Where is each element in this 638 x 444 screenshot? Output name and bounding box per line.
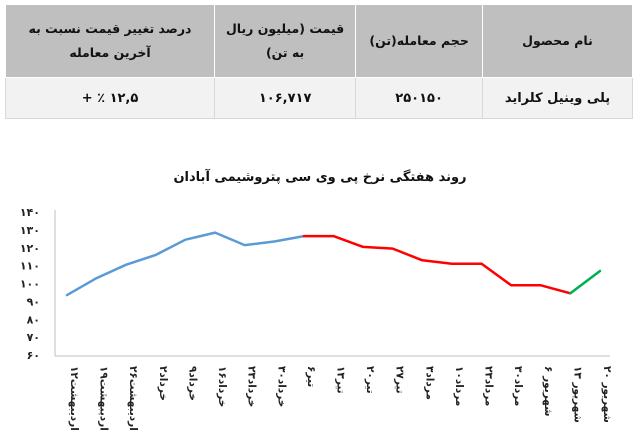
x-tick-label: ۲۰تیر [364,366,376,394]
cell-volume: ۲۵۰۱۵۰ [355,77,484,119]
header-volume: حجم معامله(تن) [355,4,484,78]
series-line-segment-1 [302,234,572,295]
x-tick-label: ۱۲اردیبهشت [68,366,80,431]
header-product: نام محصول [482,4,633,78]
x-tick-label: ۹خرداد [186,366,198,401]
x-tick-label: ۲۳خرداد [246,366,258,407]
x-tick-label: ۳۰خرداد [275,366,287,407]
x-tick-label: ۱۹اردیبهشت [98,366,110,431]
header-change: درصد تغییر قیمت نسبت به آخرین معامله [5,4,215,78]
x-tick-label: ۳مرداد [423,366,435,400]
x-tick-label: ۲۶اردیبهشت [127,366,139,431]
y-tick-label: ۱۳۰ [20,224,40,237]
x-tick-label: ۱۳تیر [335,366,347,394]
x-tick-label: ۲۳مرداد [483,366,495,406]
x-tick-label: ۶ شهریور [542,366,554,416]
price-table: نام محصول حجم معامله(تن) قیمت (میلیون ری… [5,4,633,119]
cell-product: پلی وینیل کلراید [482,77,633,119]
table-header-row: نام محصول حجم معامله(تن) قیمت (میلیون ری… [5,4,633,78]
x-tick-label: ۲۷تیر [394,366,406,394]
y-tick-label: ۱۱۰ [20,260,40,273]
x-tick-label: ۳۰مرداد [512,366,524,406]
x-tick-label: ۶تیر [305,366,317,387]
y-tick-label: ۸۰ [27,313,40,326]
y-tick-label: ۱۰۰ [20,278,40,291]
y-tick-label: ۹۰ [27,295,40,308]
y-tick-label: ۶۰ [27,349,40,362]
cell-price: ۱۰۶,۷۱۷ [213,77,357,119]
series-line-segment-2 [569,269,602,295]
x-tick-label: ۱۰مرداد [453,366,465,406]
x-tick-label: ۲خرداد [157,366,169,401]
cell-change: + ٪ ۱۲,۵ [5,77,215,119]
chart-title: روند هفتگی نرخ پی وی سی پتروشیمی آبادان [173,170,467,185]
table-row: پلی وینیل کلراید ۲۵۰۱۵۰ ۱۰۶,۷۱۷ + ٪ ۱۲,۵ [5,77,633,119]
x-tick-label: ۱۶خرداد [216,366,228,407]
y-tick-label: ۱۴۰ [20,206,40,219]
series-line-segment-0 [65,231,306,297]
y-tick-label: ۱۲۰ [20,242,40,255]
x-tick-label: ۱۳ شهریور [571,366,583,423]
y-tick-label: ۷۰ [27,331,40,344]
x-tick-label: ۲۰ شهریور [601,366,613,423]
